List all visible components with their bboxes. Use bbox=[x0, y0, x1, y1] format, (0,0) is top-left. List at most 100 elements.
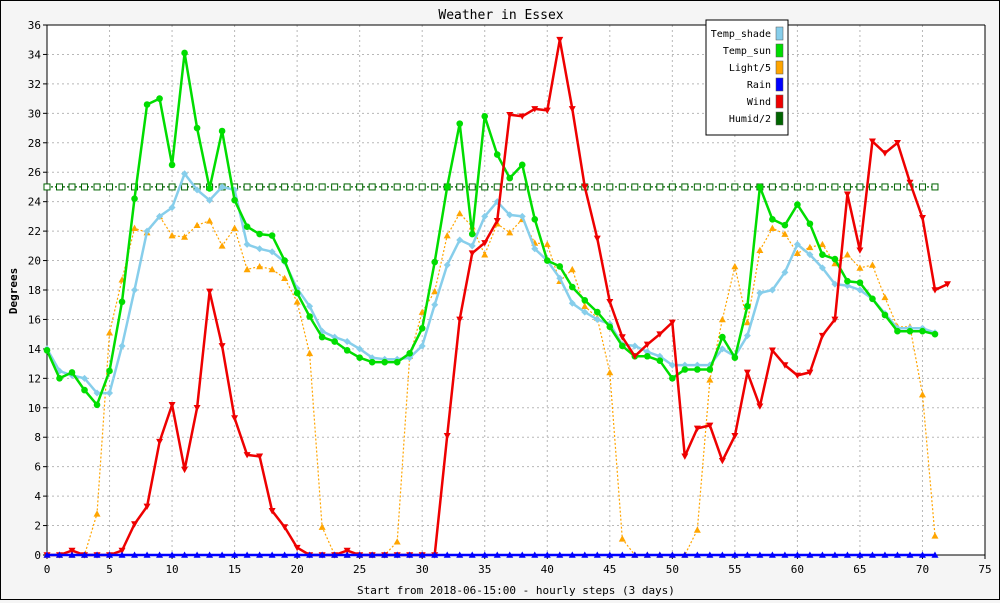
data-point-wind bbox=[893, 139, 901, 147]
data-point-humid-2 bbox=[106, 183, 114, 191]
data-point-rain bbox=[193, 551, 201, 558]
data-point-light-5 bbox=[581, 302, 589, 309]
x-tick-label: 30 bbox=[416, 563, 429, 576]
data-point-humid-2 bbox=[331, 183, 339, 191]
data-point-light-5 bbox=[693, 526, 701, 533]
data-point-light-5 bbox=[231, 224, 239, 231]
data-point-temp-sun bbox=[681, 366, 689, 373]
data-point-temp-shade bbox=[581, 308, 589, 316]
data-point-humid-2 bbox=[681, 183, 689, 191]
series-line-temp-sun bbox=[45, 51, 936, 407]
y-tick-label: 20 bbox=[28, 255, 41, 268]
data-point-light-5 bbox=[918, 391, 926, 398]
data-point-wind bbox=[343, 547, 351, 555]
data-point-temp-sun bbox=[556, 263, 564, 270]
data-point-temp-sun bbox=[769, 216, 776, 223]
data-point-humid-2 bbox=[181, 183, 189, 191]
data-point-humid-2 bbox=[431, 183, 439, 191]
data-point-wind bbox=[68, 547, 76, 555]
data-point-temp-sun bbox=[256, 230, 263, 238]
data-point-wind bbox=[568, 106, 576, 113]
data-point-wind bbox=[231, 415, 239, 422]
data-point-rain bbox=[643, 551, 651, 558]
data-point-rain bbox=[868, 551, 876, 558]
data-point-temp-sun bbox=[268, 232, 276, 239]
data-point-temp-sun bbox=[93, 401, 101, 409]
data-point-temp-shade bbox=[118, 342, 126, 350]
data-point-rain bbox=[506, 551, 514, 558]
data-point-rain bbox=[931, 551, 939, 558]
data-point-humid-2 bbox=[856, 183, 864, 191]
data-point-light-5 bbox=[793, 249, 801, 256]
data-point-light-5 bbox=[256, 262, 264, 270]
data-point-wind bbox=[193, 404, 201, 412]
data-point-wind bbox=[693, 425, 701, 432]
data-point-temp-shade bbox=[256, 245, 264, 253]
data-point-temp-shade bbox=[443, 261, 451, 269]
data-point-light-5 bbox=[206, 217, 214, 224]
data-point-light-5 bbox=[93, 510, 101, 517]
y-tick-label: 4 bbox=[34, 490, 41, 503]
data-point-rain bbox=[831, 551, 839, 558]
data-point-temp-shade bbox=[356, 345, 364, 353]
data-point-temp-sun bbox=[744, 302, 751, 310]
data-point-light-5 bbox=[456, 209, 464, 217]
data-point-humid-2 bbox=[456, 183, 464, 191]
data-point-temp-shade bbox=[781, 268, 789, 276]
x-tick-label: 10 bbox=[165, 563, 178, 576]
x-tick-label: 70 bbox=[916, 563, 929, 576]
legend-label: Temp_shade bbox=[711, 29, 771, 40]
y-tick-label: 26 bbox=[28, 166, 41, 179]
data-point-light-5 bbox=[856, 264, 864, 271]
data-point-temp-sun bbox=[68, 369, 76, 376]
data-point-light-5 bbox=[618, 535, 626, 542]
data-point-temp-shade bbox=[143, 227, 151, 235]
data-point-temp-sun bbox=[181, 49, 188, 57]
legend-swatch bbox=[775, 60, 784, 75]
data-point-rain bbox=[393, 551, 401, 558]
data-point-rain bbox=[68, 551, 76, 558]
x-tick-label: 50 bbox=[666, 563, 679, 576]
data-point-rain bbox=[468, 551, 476, 558]
data-point-temp-sun bbox=[731, 354, 739, 362]
data-point-rain bbox=[493, 551, 501, 558]
data-point-rain bbox=[431, 551, 439, 558]
data-point-rain bbox=[243, 551, 251, 558]
data-point-wind bbox=[793, 372, 801, 379]
data-point-wind bbox=[181, 466, 189, 474]
data-point-rain bbox=[656, 551, 664, 558]
data-point-temp-sun bbox=[156, 95, 163, 102]
data-point-wind bbox=[531, 106, 539, 113]
data-point-wind bbox=[706, 422, 714, 429]
data-point-temp-sun bbox=[644, 352, 651, 360]
data-point-temp-shade bbox=[268, 248, 276, 256]
data-point-humid-2 bbox=[693, 183, 701, 191]
data-point-humid-2 bbox=[118, 183, 126, 191]
x-tick-label: 5 bbox=[106, 563, 113, 576]
data-point-temp-sun bbox=[143, 101, 151, 108]
data-point-wind bbox=[831, 316, 839, 323]
data-point-temp-sun bbox=[368, 358, 376, 366]
data-point-light-5 bbox=[768, 224, 776, 231]
data-point-humid-2 bbox=[843, 183, 851, 191]
data-point-rain bbox=[843, 551, 851, 558]
data-point-wind bbox=[656, 331, 664, 338]
data-point-humid-2 bbox=[818, 183, 826, 191]
data-point-temp-sun bbox=[356, 354, 363, 362]
data-point-temp-sun bbox=[481, 112, 489, 120]
legend-swatch bbox=[775, 111, 784, 126]
y-tick-label: 16 bbox=[28, 313, 41, 326]
data-point-temp-shade bbox=[756, 289, 764, 297]
data-point-humid-2 bbox=[718, 183, 726, 191]
data-point-temp-sun bbox=[281, 257, 288, 264]
data-point-temp-sun bbox=[331, 338, 338, 345]
data-point-wind bbox=[881, 150, 889, 157]
data-point-temp-shade bbox=[93, 389, 101, 397]
data-point-temp-shade bbox=[568, 299, 576, 307]
data-point-wind bbox=[506, 112, 514, 119]
data-point-humid-2 bbox=[293, 183, 301, 191]
data-point-rain bbox=[231, 551, 239, 558]
data-point-temp-shade bbox=[831, 280, 839, 288]
data-point-temp-shade bbox=[718, 345, 726, 353]
data-point-light-5 bbox=[568, 265, 576, 273]
